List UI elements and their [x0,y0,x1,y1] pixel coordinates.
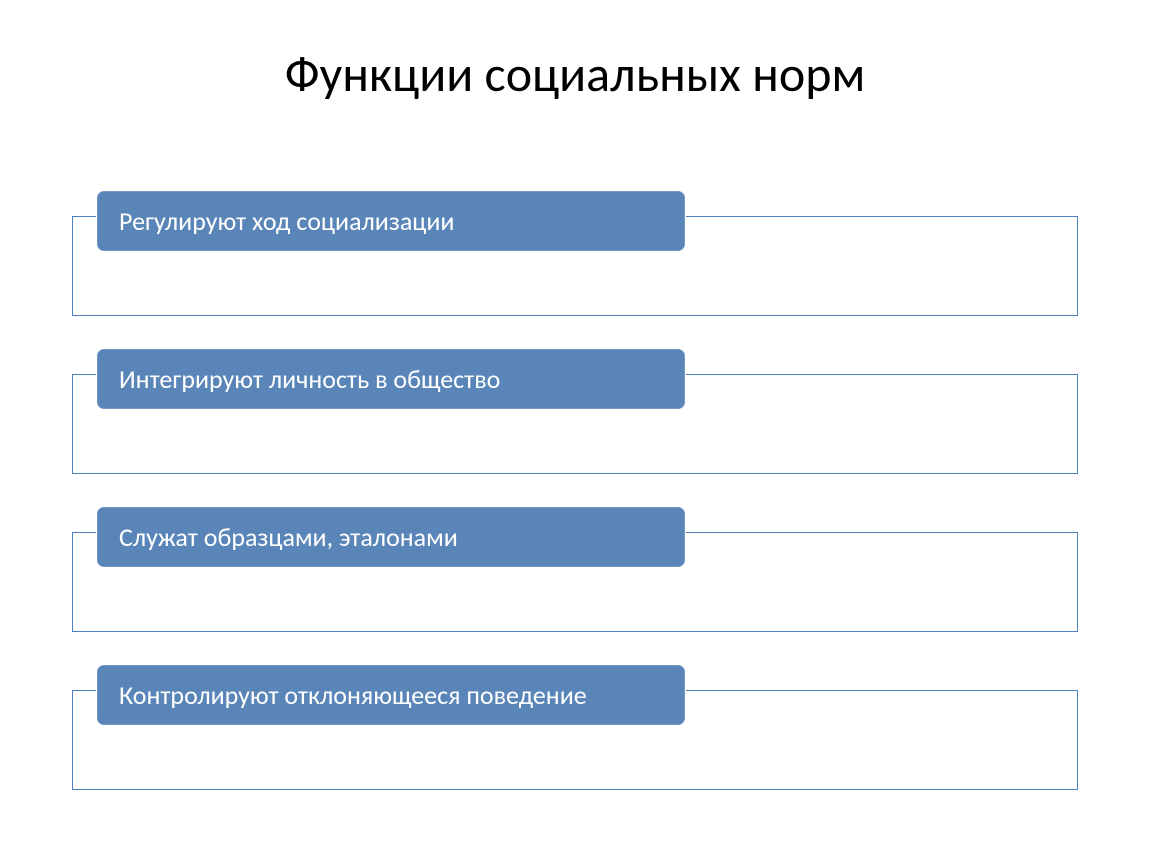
pill-label: Интегрируют личность в общество [119,363,500,395]
row-pill: Контролируют отклоняющееся поведение [96,664,686,726]
row-pill: Служат образцами, эталонами [96,506,686,568]
slide-title: Функции социальных норм [0,44,1150,105]
diagram-row: Интегрируют личность в общество [72,348,1078,474]
diagram-row: Служат образцами, эталонами [72,506,1078,632]
diagram-row: Контролируют отклоняющееся поведение [72,664,1078,790]
pill-label: Контролируют отклоняющееся поведение [119,679,587,711]
row-pill: Регулируют ход социализации [96,190,686,252]
pill-label: Служат образцами, эталонами [119,521,458,553]
pill-label: Регулируют ход социализации [119,205,454,237]
functions-diagram: Регулируют ход социализации Интегрируют … [72,190,1078,822]
diagram-row: Регулируют ход социализации [72,190,1078,316]
row-pill: Интегрируют личность в общество [96,348,686,410]
